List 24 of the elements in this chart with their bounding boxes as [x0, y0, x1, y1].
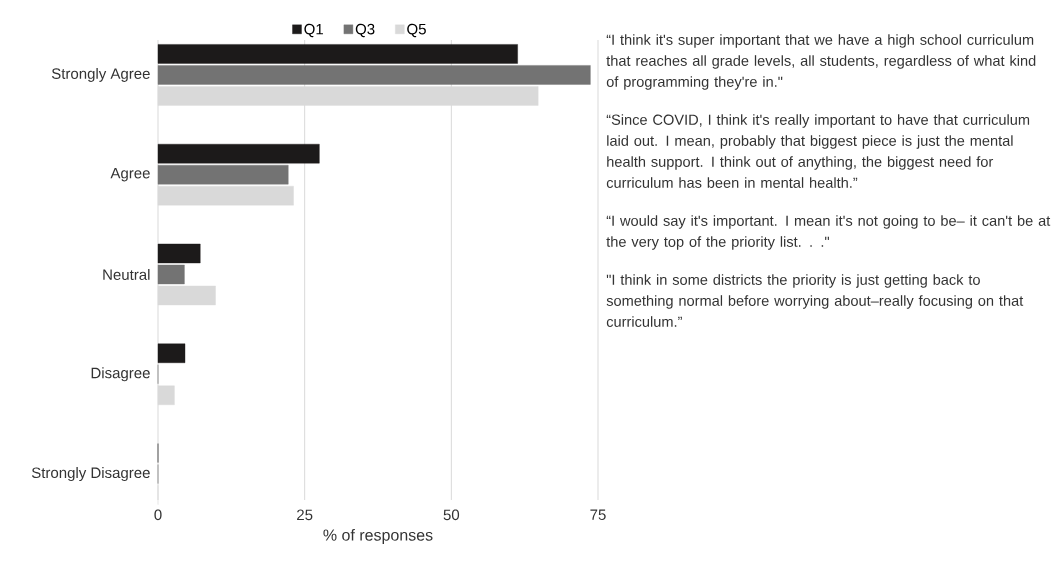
legend-label: Q5: [407, 23, 426, 38]
bar: [157, 144, 320, 164]
legend-label: Q1: [304, 23, 323, 38]
bar: [157, 165, 289, 185]
x-tick-label: 50: [443, 509, 460, 521]
legend-label: Q3: [355, 23, 375, 38]
x-tick-label: 25: [297, 509, 313, 521]
x-tick-label: 0: [154, 509, 162, 521]
y-tick-label: Neutral: [103, 268, 150, 280]
text: “Since COVID, I think it's really important to have that curriculum laid out. I mean, probably that biggest piece is just the mental health support. I think out of anything, the biggest need for curriculum has been in mental health.”: [606, 114, 1030, 188]
y-tick-label: Disagree: [91, 367, 150, 382]
bar: [157, 243, 201, 264]
bar: [157, 343, 186, 363]
y-tick-label: Strongly Agree: [51, 67, 150, 82]
text: “I would say it's important. I mean it's not going to be– it can't be at the very top of the priority list. . .": [606, 215, 1051, 250]
bar: [157, 44, 518, 64]
x-tick-label: 75: [590, 509, 606, 520]
x-axis-title: % of responses: [323, 529, 433, 544]
bar: [157, 264, 185, 285]
bar: [157, 65, 591, 85]
text: “I think it's super important that we have a high school curriculum that reaches all grade levels, all students, regardless of what kind of programming they're in.": [606, 34, 1036, 90]
text: "I think in some districts the priority is just getting back to something normal before worrying about–really focusing on that curriculum.”: [606, 274, 1024, 327]
y-tick-label: Agree: [110, 167, 150, 182]
y-tick-label: Strongly Disagree: [31, 467, 150, 482]
